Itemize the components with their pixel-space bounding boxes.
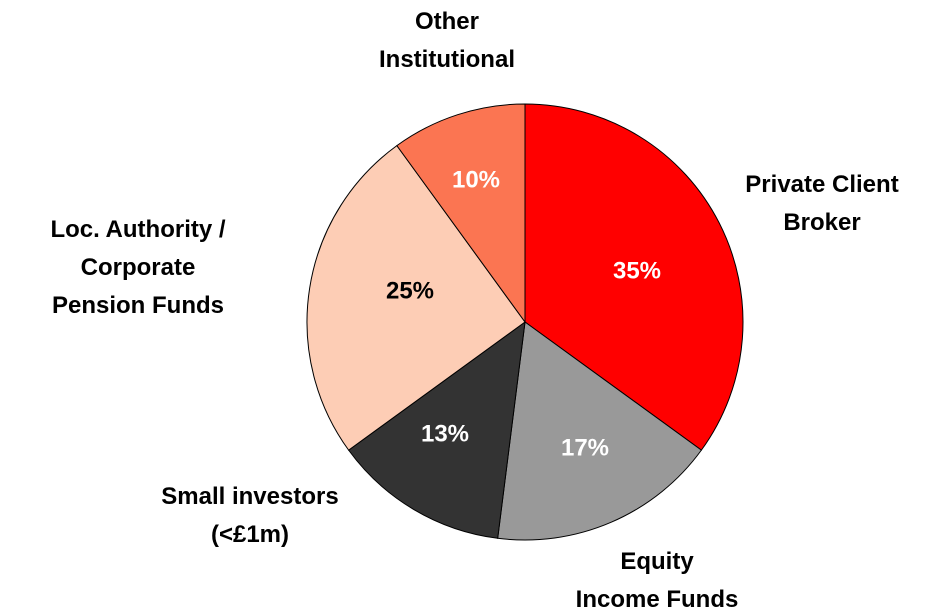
category-label: Small investors (<£1m) xyxy=(161,483,338,548)
pie-slice xyxy=(347,320,526,539)
pie-slice xyxy=(524,103,744,451)
value-label: 10% xyxy=(452,166,500,193)
category-label: Private Client Broker xyxy=(745,171,898,236)
pie-slice xyxy=(396,103,526,324)
value-label: 35% xyxy=(613,257,661,284)
category-label: Loc. Authority / Corporate Pension Funds xyxy=(50,216,225,319)
category-label: Other Institutional xyxy=(379,8,515,73)
pie-slice xyxy=(497,321,703,541)
value-label: 25% xyxy=(386,277,434,304)
value-label: 17% xyxy=(561,434,609,461)
pie-slice xyxy=(306,144,526,451)
category-label: Equity Income Funds xyxy=(576,548,739,613)
value-label: 13% xyxy=(421,420,469,447)
